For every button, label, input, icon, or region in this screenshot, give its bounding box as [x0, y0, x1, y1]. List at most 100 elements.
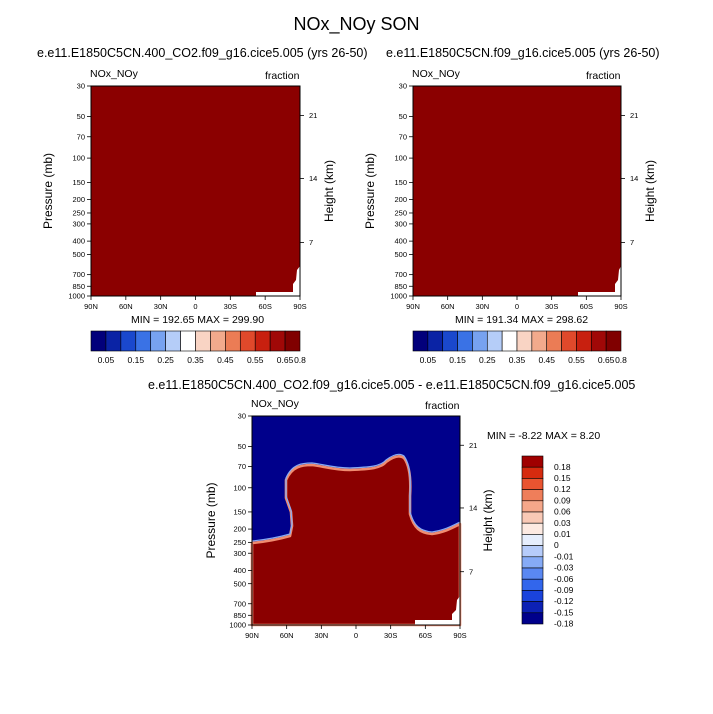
- colorbar-label: 0.05: [98, 355, 115, 365]
- panel2-stats: MIN = 191.34 MAX = 298.62: [455, 314, 589, 326]
- axes-layer: 305070100150200250300400500700850100090N…: [41, 82, 657, 640]
- y-tick-label: 850: [394, 282, 407, 291]
- colorbar-cell: [472, 330, 488, 352]
- y-tick-label: 100: [394, 154, 407, 163]
- x-tick-label: 60S: [258, 302, 271, 311]
- colorbar-label: 0.15: [554, 473, 571, 483]
- colorbar-label: 0.15: [449, 355, 466, 365]
- panel3-variable-label: NOx_NOy: [251, 398, 299, 410]
- y-tick-label: 300: [233, 549, 246, 558]
- panel1-axes: 305070100150200250300400500700850100090N…: [41, 82, 336, 311]
- colorbar-cell: [120, 330, 137, 352]
- colorbar-label: 0.09: [554, 495, 571, 505]
- x-tick-label: 90S: [453, 631, 466, 640]
- colorbar-label: 0.01: [554, 529, 571, 539]
- panel2-surface-gap: [578, 292, 621, 296]
- panel1-plot: [90, 85, 301, 297]
- x-tick-label: 60S: [580, 302, 593, 311]
- panel1-title: e.e11.E1850C5CN.400_CO2.f09_g16.cice5.00…: [37, 46, 368, 60]
- colorbar-cell: [165, 330, 181, 352]
- colorbar-cell: [521, 612, 544, 625]
- panel1-units-label: fraction: [265, 70, 300, 82]
- y-tick-label: 50: [77, 112, 85, 121]
- panel3-plot: [250, 415, 462, 627]
- panel1-stats: MIN = 192.65 MAX = 299.90: [131, 314, 265, 326]
- panel2-units-label: fraction: [586, 70, 621, 82]
- y-tick-label: 50: [238, 442, 246, 451]
- colorbar-cell: [521, 590, 544, 602]
- colorbar-cell: [225, 330, 241, 352]
- height-tick-label: 21: [309, 111, 317, 120]
- y-tick-label: 700: [394, 270, 407, 279]
- y-tick-label: 700: [233, 599, 246, 608]
- colorbar-cell: [521, 522, 544, 535]
- colorbar-label: 0: [554, 540, 559, 550]
- colorbar-cell: [254, 330, 271, 352]
- y-tick-label: 200: [233, 525, 246, 534]
- height-axis-title: Height (km): [643, 160, 657, 222]
- colorbar-cell: [269, 330, 286, 352]
- panel2-title: e.e11.E1850C5CN.f09_g16.cice5.005 (yrs 2…: [386, 46, 660, 60]
- panel2-field: [413, 86, 621, 296]
- colorbar-cell: [546, 330, 562, 352]
- y-tick-label: 1000: [229, 621, 246, 630]
- colorbar-cell: [561, 330, 577, 352]
- colorbar-label: -0.03: [554, 563, 574, 573]
- y-tick-label: 250: [233, 538, 246, 547]
- y-axis-title: Pressure (mb): [41, 153, 55, 229]
- y-tick-label: 500: [72, 250, 85, 259]
- colorbar-label: 0.65: [598, 355, 615, 365]
- colorbar-label: 0.25: [157, 355, 174, 365]
- colorbar-cell: [521, 511, 544, 524]
- colorbar-cell: [521, 478, 544, 490]
- main-title: NOx_NOy SON: [293, 14, 420, 34]
- height-tick-label: 14: [630, 174, 638, 183]
- y-axis-title: Pressure (mb): [204, 482, 218, 558]
- y-tick-label: 100: [233, 483, 246, 492]
- colorbar-cell: [521, 567, 544, 580]
- y-tick-label: 70: [399, 132, 407, 141]
- panel2-plot: [412, 85, 622, 297]
- x-tick-label: 90S: [614, 302, 627, 311]
- colorbar-cell: [521, 578, 544, 591]
- colorbar-cell: [590, 330, 607, 352]
- height-tick-label: 21: [469, 441, 477, 450]
- colorbar-cell: [521, 489, 544, 502]
- colorbar-cell: [427, 330, 444, 352]
- colorbar-cell: [576, 330, 592, 352]
- height-tick-label: 7: [469, 567, 473, 576]
- colorbar-label: 0.18: [554, 462, 571, 472]
- height-tick-label: 14: [309, 174, 317, 183]
- x-tick-label: 0: [193, 302, 197, 311]
- height-tick-label: 7: [630, 238, 634, 247]
- y-tick-label: 150: [72, 178, 85, 187]
- colorbar-label: -0.01: [554, 551, 574, 561]
- colorbar-label: 0.03: [554, 518, 571, 528]
- colorbar-label: 0.25: [479, 355, 496, 365]
- x-tick-label: 0: [515, 302, 519, 311]
- y-tick-label: 50: [399, 112, 407, 121]
- colorbar-label: 0.35: [187, 355, 204, 365]
- colorbar-cell: [90, 330, 107, 352]
- x-tick-label: 0: [354, 631, 358, 640]
- panel3-units-label: fraction: [425, 400, 460, 412]
- y-tick-label: 300: [394, 219, 407, 228]
- y-tick-label: 250: [394, 209, 407, 218]
- y-tick-label: 200: [72, 195, 85, 204]
- colorbar-cell: [486, 330, 503, 352]
- colorbar-label: 0.55: [247, 355, 264, 365]
- colorbar-cell: [412, 330, 429, 352]
- y-tick-label: 150: [394, 178, 407, 187]
- colorbar-cell: [521, 466, 544, 479]
- x-tick-label: 30N: [314, 631, 328, 640]
- panel2-axes: 305070100150200250300400500700850100090N…: [363, 82, 657, 311]
- height-axis-title: Height (km): [481, 489, 495, 551]
- colorbar-label: 0.45: [217, 355, 234, 365]
- colorbar-cell: [150, 330, 166, 352]
- colorbar-cell: [521, 545, 544, 558]
- colorbar-label: 0.55: [568, 355, 585, 365]
- panel3-colorbar: 0.180.150.120.090.060.030.010-0.01-0.03-…: [521, 455, 574, 629]
- colorbar-cell: [521, 556, 544, 569]
- y-tick-label: 850: [72, 282, 85, 291]
- height-tick-label: 21: [630, 111, 638, 120]
